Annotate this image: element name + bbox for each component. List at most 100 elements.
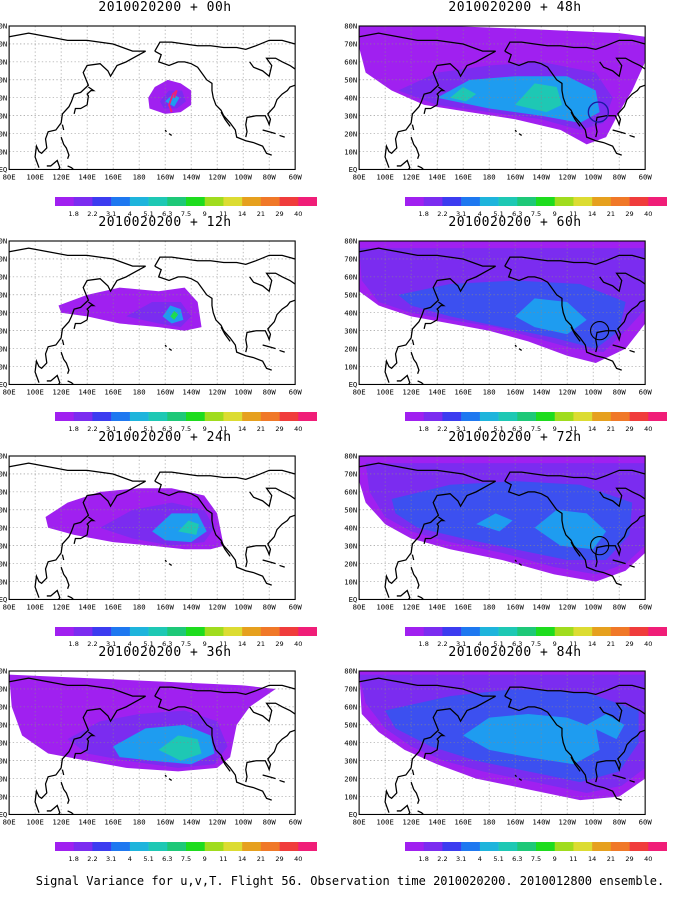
lon-tick-label: 120E xyxy=(52,172,69,181)
colorbar-swatch xyxy=(279,627,299,636)
lat-tick-label: 40N xyxy=(0,738,7,747)
panel-title: 2010020200 + 12h xyxy=(98,215,232,230)
colorbar-swatch xyxy=(592,627,612,636)
lat-tick-label: 80N xyxy=(0,667,7,676)
lon-tick-label: 100E xyxy=(376,602,393,611)
lat-tick-label: 20N xyxy=(344,344,357,353)
lat-tick-label: 20N xyxy=(344,559,357,568)
colorbar-swatch xyxy=(129,842,149,851)
lat-tick-label: 30N xyxy=(344,541,357,550)
colorbar-swatch xyxy=(536,412,556,421)
coastline xyxy=(612,774,626,780)
target-circle xyxy=(590,536,610,556)
colorbar-label: 29 xyxy=(275,425,283,433)
coastline xyxy=(504,469,646,482)
lat-tick-label: 10N xyxy=(344,792,357,801)
lon-tick-label: 160W xyxy=(506,602,524,611)
colorbar-swatch xyxy=(204,627,224,636)
colorbar-swatch xyxy=(148,197,168,206)
colorbar-label: 21 xyxy=(607,855,615,863)
lat-tick-label: 30N xyxy=(0,326,7,335)
coastline xyxy=(518,778,523,781)
colorbar-label: 5.1 xyxy=(493,855,503,863)
colorbar-label: 4 xyxy=(128,855,132,863)
lon-tick-label: 140E xyxy=(78,602,95,611)
lon-tick-label: 160W xyxy=(156,817,174,826)
lat-tick-label: 60N xyxy=(344,488,357,497)
colorbar-label: 29 xyxy=(275,640,283,648)
coastline xyxy=(154,265,272,371)
colorbar-label: 4 xyxy=(478,640,482,648)
variance-region xyxy=(476,513,513,532)
coastline xyxy=(629,779,635,783)
colorbar-swatch xyxy=(536,627,556,636)
colorbar-label: 6.3 xyxy=(512,210,522,218)
map-panel: 2010020200 + 84h 80N 70N 60N 50N 40N 30N 20N 10N… xyxy=(344,645,680,863)
colorbar-label: 3.1 xyxy=(456,210,466,218)
colorbar-label: 1.8 xyxy=(419,855,429,863)
colorbar-swatch xyxy=(167,197,187,206)
lon-tick-label: 80E xyxy=(3,602,16,611)
colorbar-swatch xyxy=(279,842,299,851)
colorbar-label: 1.8 xyxy=(419,640,429,648)
lat-tick-label: 40N xyxy=(344,523,357,532)
map-panel: 2010020200 + 24h 80N 70N 60N 50N 40N 30N 20N 10N… xyxy=(0,430,330,648)
colorbar-swatch xyxy=(92,842,112,851)
lon-tick-label: 160W xyxy=(156,387,174,396)
flight-track xyxy=(168,89,178,113)
colorbar-label: 6.3 xyxy=(512,855,522,863)
colorbar-label: 7.5 xyxy=(181,210,191,218)
lat-tick-label: 30N xyxy=(344,326,357,335)
colorbar-label: 29 xyxy=(625,640,633,648)
colorbar-label: 2.2 xyxy=(87,855,97,863)
lon-tick-label: 60W xyxy=(289,387,303,396)
lat-tick-label: 20N xyxy=(0,559,7,568)
lon-tick-label: 120E xyxy=(402,602,419,611)
lon-tick-label: 60W xyxy=(639,387,653,396)
colorbar-label: 3.1 xyxy=(456,855,466,863)
panel-title: 2010020200 + 24h xyxy=(98,430,232,445)
lon-tick-label: 120E xyxy=(402,387,419,396)
coastline xyxy=(595,84,646,138)
colorbar-label: 2.2 xyxy=(437,640,447,648)
colorbar-swatch xyxy=(610,197,630,206)
colorbar-label: 2.2 xyxy=(437,425,447,433)
coastline xyxy=(154,469,296,482)
colorbar-swatch xyxy=(423,197,443,206)
coastline xyxy=(359,32,496,168)
variance-region xyxy=(178,520,199,535)
colorbar-swatch xyxy=(148,627,168,636)
colorbar-label: 2.2 xyxy=(87,210,97,218)
lon-tick-label: 140W xyxy=(532,172,550,181)
coastline xyxy=(411,554,415,561)
lon-tick-label: 120W xyxy=(208,817,226,826)
coastline xyxy=(570,326,581,342)
coastline xyxy=(599,702,646,723)
coastline xyxy=(423,301,446,330)
coastline xyxy=(514,344,517,348)
lon-tick-label: 80E xyxy=(3,817,16,826)
colorbar-swatch xyxy=(73,412,93,421)
colorbar-label: 6.3 xyxy=(162,855,172,863)
coastline xyxy=(504,695,622,801)
lat-tick-label: 70N xyxy=(0,685,7,694)
colorbar-label: 40 xyxy=(644,855,652,863)
lon-tick-label: 120W xyxy=(208,387,226,396)
lon-tick-label: 100W xyxy=(584,602,602,611)
lat-tick-label: 40N xyxy=(0,93,7,102)
map-panel: 2010020200 + 48h 80N 70N 60N 50N 40N 30N 20N 10N… xyxy=(344,0,680,218)
coastline xyxy=(61,554,65,561)
colorbar-swatch xyxy=(498,627,518,636)
coastline xyxy=(504,684,646,697)
coastline xyxy=(396,589,411,600)
colorbar-swatch xyxy=(461,627,481,636)
lon-tick-label: 140W xyxy=(532,387,550,396)
variance-region xyxy=(165,94,180,107)
colorbar-label: 3.1 xyxy=(456,640,466,648)
coastline xyxy=(417,810,425,815)
colorbar-swatch xyxy=(92,197,112,206)
coastline xyxy=(514,129,517,133)
lon-tick-label: 60W xyxy=(639,172,653,181)
lon-tick-label: 100W xyxy=(584,387,602,396)
coastline xyxy=(67,380,75,385)
